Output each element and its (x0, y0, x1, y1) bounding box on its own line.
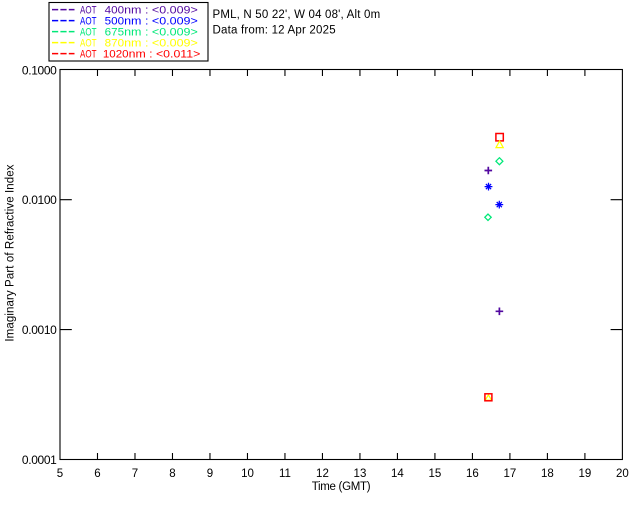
svg-text:14: 14 (391, 468, 404, 480)
svg-text:nm : <0.009>: nm : <0.009> (124, 16, 198, 28)
svg-text:nm : <0.009>: nm : <0.009> (124, 27, 198, 39)
svg-text:AOT: AOT (80, 49, 97, 61)
svg-text:AOT: AOT (80, 38, 97, 50)
svg-text:18: 18 (541, 468, 554, 480)
svg-text:10: 10 (241, 468, 254, 480)
svg-text:0.1000: 0.1000 (22, 63, 57, 77)
svg-text:nm : <0.009>: nm : <0.009> (124, 5, 198, 17)
svg-text:7: 7 (132, 468, 138, 480)
svg-text:9: 9 (207, 468, 213, 480)
svg-text:1020: 1020 (103, 49, 129, 61)
svg-text:12: 12 (316, 468, 329, 480)
svg-text:AOT: AOT (80, 5, 97, 17)
svg-text:5: 5 (57, 468, 63, 480)
svg-text:20: 20 (616, 468, 629, 480)
svg-text:Time (GMT): Time (GMT) (312, 481, 371, 493)
svg-text:16: 16 (466, 468, 479, 480)
svg-text:11: 11 (279, 468, 291, 480)
svg-text:400: 400 (105, 5, 124, 17)
svg-text:6: 6 (94, 468, 100, 480)
svg-text:AOT: AOT (80, 27, 97, 39)
svg-text:15: 15 (429, 468, 442, 480)
svg-text:8: 8 (169, 468, 175, 480)
svg-text:675: 675 (105, 27, 124, 39)
svg-text:Imaginary Part of Refractive I: Imaginary Part of Refractive Index (5, 164, 17, 341)
svg-text:13: 13 (354, 468, 367, 480)
svg-text:PML, N 50 22', W 04 08', Alt 0: PML, N 50 22', W 04 08', Alt 0m (213, 9, 381, 21)
svg-text:0.0001: 0.0001 (22, 453, 57, 467)
svg-text:nm : <0.011>: nm : <0.011> (129, 49, 201, 61)
svg-text:AOT: AOT (80, 16, 97, 28)
svg-text:19: 19 (579, 468, 592, 480)
svg-text:nm : <0.009>: nm : <0.009> (124, 38, 198, 50)
svg-text:Data from: 12 Apr 2025: Data from: 12 Apr 2025 (213, 25, 336, 37)
svg-text:870: 870 (105, 38, 124, 50)
svg-text:0.0010: 0.0010 (22, 323, 57, 337)
svg-text:500: 500 (105, 16, 124, 28)
svg-text:17: 17 (504, 468, 517, 480)
svg-text:0.0100: 0.0100 (22, 193, 57, 207)
